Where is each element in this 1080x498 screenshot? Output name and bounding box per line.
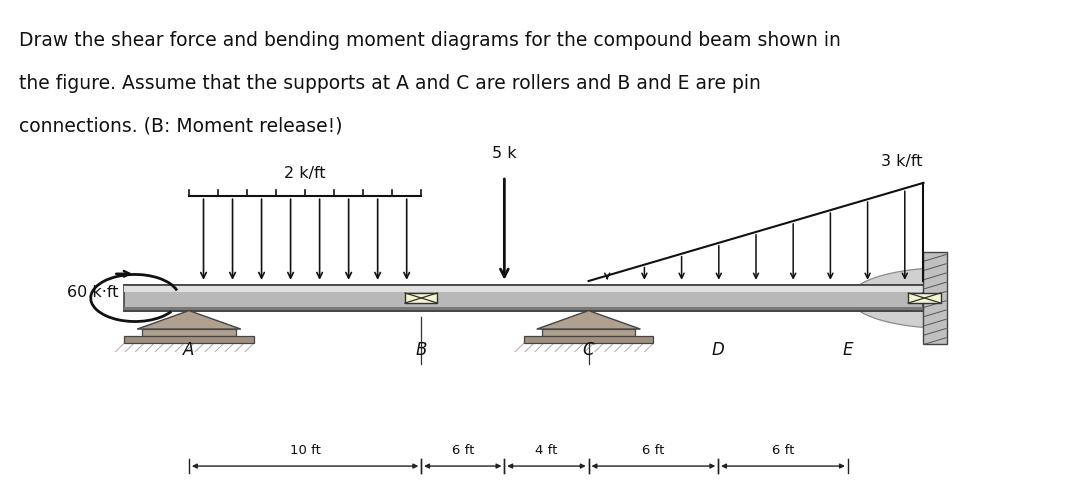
Bar (524, 337, 653, 343)
Bar (143, 329, 235, 337)
Bar (124, 307, 923, 311)
Text: 6 ft: 6 ft (451, 444, 474, 457)
Text: the figure. Assume that the supports at A and C are rollers and B and E are pin: the figure. Assume that the supports at … (19, 74, 761, 93)
Text: 6 ft: 6 ft (643, 444, 664, 457)
Text: D: D (712, 341, 725, 359)
Bar (124, 337, 254, 343)
Bar (124, 285, 923, 311)
Text: C: C (583, 341, 594, 359)
Polygon shape (850, 268, 947, 328)
Text: 10 ft: 10 ft (289, 444, 321, 457)
Text: B: B (416, 341, 427, 359)
Text: Draw the shear force and bending moment diagrams for the compound beam shown in: Draw the shear force and bending moment … (19, 31, 841, 50)
Bar (908, 293, 941, 303)
Polygon shape (537, 311, 640, 329)
Bar (923, 252, 947, 344)
Text: E: E (842, 341, 853, 359)
Text: 5 k: 5 k (492, 146, 516, 161)
Bar (405, 293, 437, 303)
Text: 6 ft: 6 ft (772, 444, 794, 457)
Bar (542, 329, 635, 337)
Text: A: A (184, 341, 194, 359)
Text: 2 k/ft: 2 k/ft (284, 166, 326, 181)
Polygon shape (137, 311, 241, 329)
Bar (124, 285, 923, 292)
Text: connections. (B: Moment release!): connections. (B: Moment release!) (19, 117, 343, 135)
Text: 3 k/ft: 3 k/ft (881, 154, 922, 169)
Text: 60 k·ft: 60 k·ft (67, 285, 119, 300)
Text: 4 ft: 4 ft (536, 444, 557, 457)
